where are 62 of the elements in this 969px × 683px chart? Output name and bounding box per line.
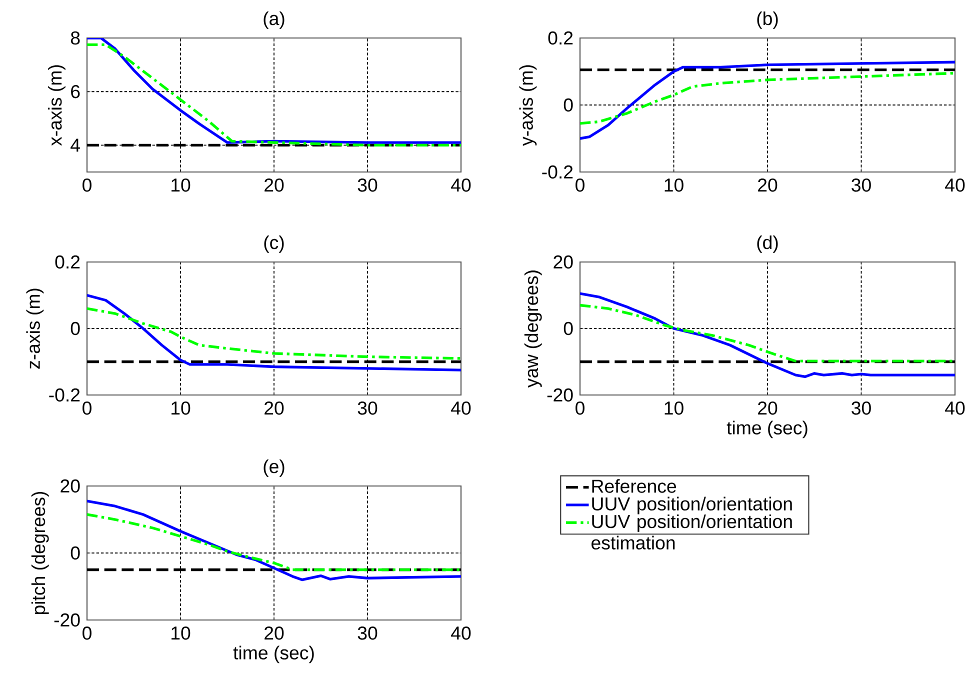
x-tick-label: 10 <box>172 626 190 640</box>
y-axis-title: pitch (degrees) <box>31 492 49 614</box>
line-series <box>87 513 462 572</box>
x-tick-label: 40 <box>451 401 471 415</box>
y-tick-label: 0 <box>564 98 573 112</box>
x-tick-label: 10 <box>172 178 190 192</box>
x-tick-label: 0 <box>576 178 584 192</box>
x-tick-label: 0 <box>82 178 92 192</box>
y-tick-label: 8 <box>70 31 80 45</box>
line-series <box>580 60 956 140</box>
y-tick-label: 0 <box>70 546 80 560</box>
x-tick-label: 30 <box>852 401 871 415</box>
y-tick-label: 0 <box>564 322 573 336</box>
y-tick-label: -0.2 <box>542 165 573 179</box>
y-tick-label: -0.2 <box>49 388 80 402</box>
y-axis-title: y-axis (m) <box>519 65 537 146</box>
x-tick-label: 20 <box>758 401 778 415</box>
x-tick-label: 10 <box>664 178 684 192</box>
y-tick-label: 6 <box>71 84 80 98</box>
y-tick-label: 0 <box>70 322 80 336</box>
y-tick-label: 0.2 <box>548 31 573 45</box>
x-tick-label: 30 <box>358 401 378 415</box>
x-tick-label: 0 <box>82 401 92 415</box>
x-tick-label: 0 <box>82 626 92 640</box>
y-tick-label: 4 <box>70 138 80 152</box>
x-axis-title: time (sec) <box>233 646 314 664</box>
line-series <box>580 304 956 362</box>
x-tick-label: 40 <box>945 178 965 192</box>
y-tick-label: -20 <box>547 388 573 402</box>
y-tick-label: 0.2 <box>55 255 80 269</box>
x-tick-label: 20 <box>264 626 284 640</box>
y-axis-title: x-axis (m) <box>48 65 66 146</box>
legend-label: UUV position/orientation <box>592 496 792 514</box>
legend-label: Reference <box>592 479 676 493</box>
chart-title: (b) <box>757 11 778 29</box>
x-axis-title: time (sec) <box>726 420 808 438</box>
x-tick-label: 40 <box>451 626 471 640</box>
y-axis-title: yaw (degrees) <box>524 270 542 388</box>
x-tick-label: 10 <box>664 401 684 415</box>
x-tick-label: 20 <box>264 178 284 192</box>
x-tick-label: 40 <box>945 401 965 415</box>
line-series <box>87 307 462 360</box>
x-tick-label: 30 <box>852 178 871 192</box>
y-tick-label: -20 <box>54 613 80 627</box>
x-tick-label: 0 <box>576 401 584 415</box>
y-axis-title: z-axis (m) <box>26 288 44 369</box>
y-tick-label: 20 <box>60 479 80 493</box>
x-tick-label: 20 <box>758 178 778 192</box>
line-series <box>580 72 956 125</box>
chart-title: (e) <box>264 459 284 477</box>
x-tick-label: 20 <box>264 401 284 415</box>
x-tick-label: 30 <box>358 178 378 192</box>
x-tick-label: 30 <box>358 626 378 640</box>
x-tick-label: 10 <box>172 401 190 415</box>
chart-title: (d) <box>757 235 778 253</box>
line-series <box>580 292 956 378</box>
chart-title: (a) <box>264 11 284 29</box>
legend-label: UUV position/orientation estimation <box>592 514 792 550</box>
line-series <box>87 500 462 582</box>
x-tick-label: 40 <box>451 178 471 192</box>
y-tick-label: 20 <box>554 255 573 269</box>
chart-title: (c) <box>264 235 284 253</box>
